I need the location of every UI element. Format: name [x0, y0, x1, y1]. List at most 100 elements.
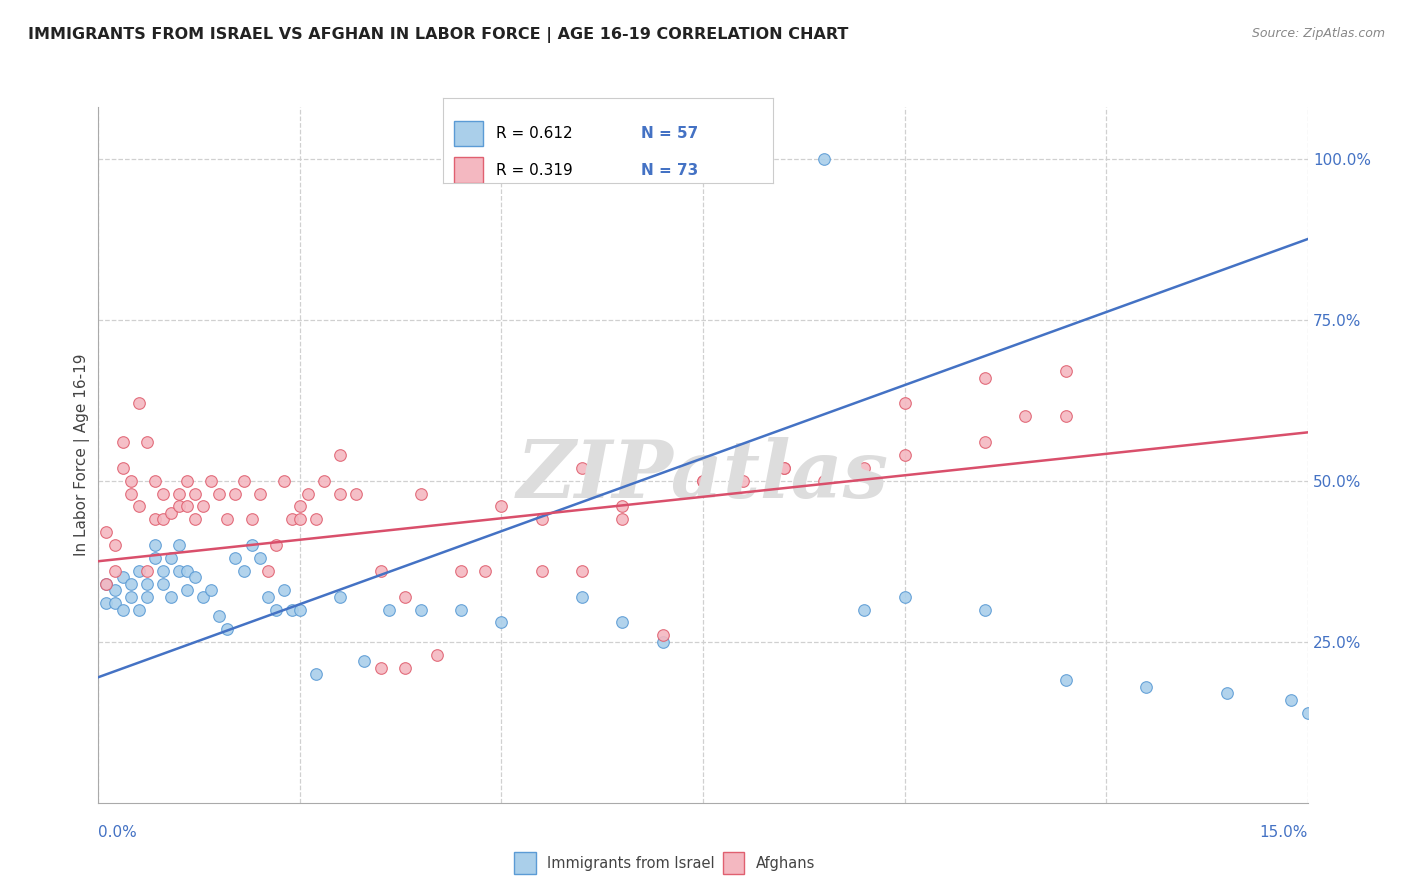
Point [772, 460, 794, 475]
Point [853, 460, 876, 475]
Point [111, 435, 134, 450]
Point [184, 486, 207, 500]
Point [297, 486, 319, 500]
Point [370, 564, 392, 578]
Point [103, 538, 125, 552]
Point [103, 564, 125, 578]
Point [256, 564, 278, 578]
Point [974, 370, 997, 384]
Point [692, 474, 714, 488]
Point [394, 590, 416, 604]
Point [288, 500, 311, 514]
Point [974, 602, 997, 616]
Point [394, 660, 416, 674]
Point [232, 474, 254, 488]
Point [160, 551, 183, 566]
Bar [454, 121, 482, 146]
Point [571, 460, 593, 475]
Point [152, 576, 174, 591]
Point [974, 435, 997, 450]
Point [160, 590, 183, 604]
Point [96, 576, 118, 591]
Point [111, 460, 134, 475]
Point [143, 512, 166, 526]
Point [176, 564, 198, 578]
Point [256, 590, 278, 604]
Point [1054, 673, 1077, 688]
Point [409, 602, 432, 616]
Text: Afghans: Afghans [756, 855, 815, 871]
Text: 15.0%: 15.0% [1260, 825, 1308, 840]
Point [232, 564, 254, 578]
Point [1281, 692, 1303, 706]
Point [128, 564, 150, 578]
Point [217, 512, 239, 526]
Point [193, 500, 215, 514]
Point [200, 583, 222, 598]
Point [893, 448, 915, 462]
Point [474, 564, 496, 578]
Point [409, 486, 432, 500]
Point [208, 609, 231, 624]
Point [288, 512, 311, 526]
Point [893, 590, 915, 604]
Point [152, 512, 174, 526]
Point [450, 602, 472, 616]
Point [120, 474, 142, 488]
Point [1135, 680, 1157, 694]
Point [224, 486, 246, 500]
Point [612, 512, 634, 526]
Point [103, 596, 125, 610]
Point [1054, 364, 1077, 378]
Bar [515, 852, 536, 874]
Point [1296, 706, 1319, 720]
Point [167, 500, 190, 514]
Bar [454, 157, 482, 183]
Point [288, 602, 311, 616]
Point [240, 538, 263, 552]
Point [167, 538, 190, 552]
Point [314, 474, 336, 488]
Point [152, 564, 174, 578]
Point [249, 486, 271, 500]
Point [651, 634, 673, 648]
Point [491, 500, 513, 514]
Point [128, 602, 150, 616]
Point [370, 660, 392, 674]
Point [1054, 409, 1077, 424]
Point [893, 396, 915, 410]
Point [143, 538, 166, 552]
Point [329, 448, 352, 462]
Text: Source: ZipAtlas.com: Source: ZipAtlas.com [1251, 27, 1385, 40]
Point [176, 474, 198, 488]
Point [733, 152, 755, 166]
Point [772, 460, 794, 475]
Point [120, 590, 142, 604]
Point [160, 506, 183, 520]
Point [217, 622, 239, 636]
Point [813, 474, 835, 488]
Point [733, 474, 755, 488]
Point [120, 576, 142, 591]
Point [571, 564, 593, 578]
Text: 0.0%: 0.0% [98, 825, 138, 840]
Point [305, 667, 328, 681]
Point [377, 602, 399, 616]
Point [450, 564, 472, 578]
Point [240, 512, 263, 526]
Text: N = 73: N = 73 [641, 162, 699, 178]
Point [273, 583, 295, 598]
Point [135, 576, 157, 591]
Point [96, 576, 118, 591]
Point [135, 435, 157, 450]
Point [612, 500, 634, 514]
Point [491, 615, 513, 630]
Point [96, 525, 118, 540]
Point [530, 512, 553, 526]
Point [1014, 409, 1036, 424]
Point [111, 570, 134, 584]
Point [651, 628, 673, 642]
Point [329, 590, 352, 604]
Point [128, 396, 150, 410]
Point [853, 602, 876, 616]
